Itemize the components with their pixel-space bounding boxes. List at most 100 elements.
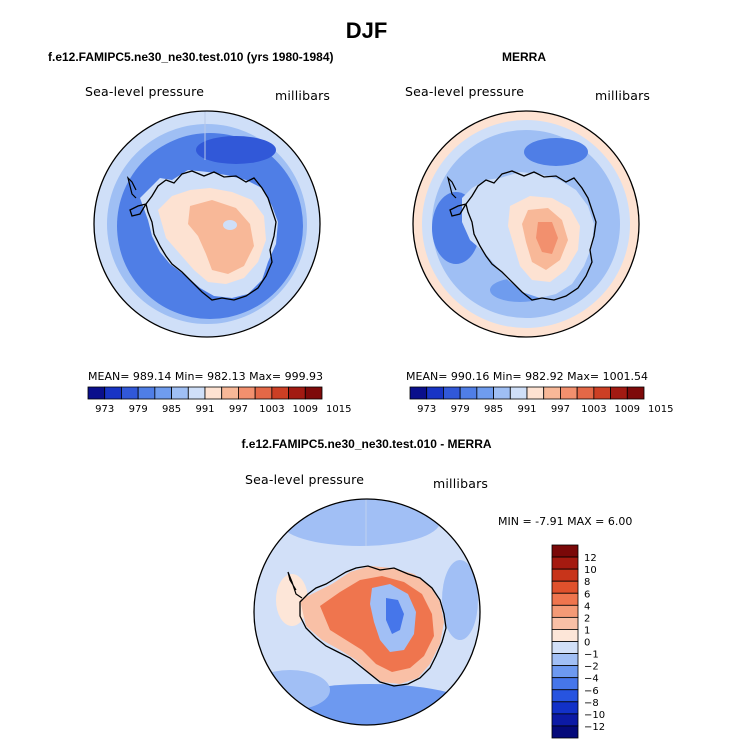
antarctica-low-spot	[223, 220, 237, 230]
antarctica-coastline	[299, 565, 447, 687]
colorbar-box	[551, 677, 579, 691]
colorbar-box	[576, 386, 595, 400]
colorbar-box	[493, 386, 511, 400]
antarctica-coastline	[449, 170, 597, 301]
colorbar-box	[551, 713, 579, 727]
map-merra	[412, 110, 640, 338]
colorbar-tick-label: −8	[584, 698, 599, 709]
colorbar-box	[171, 386, 189, 400]
colorbar-tick-label: 973	[417, 404, 436, 415]
panel-merra-left-label: Sea-level pressure	[405, 84, 525, 99]
colorbar-tick-label: 1003	[259, 404, 284, 415]
colorbar-tick-label: 6	[584, 589, 590, 600]
colorbar-tick-label: 2	[584, 613, 590, 624]
colorbar-tick-label: −1	[584, 650, 599, 661]
panel-merra-title: MERRA	[502, 50, 546, 64]
antarctica-high-core	[188, 200, 254, 274]
colorbar-tick-label: 12	[584, 553, 597, 564]
colorbar-box	[187, 386, 206, 400]
antarctica-coastline	[129, 170, 277, 301]
colorbar-tick-label: 1009	[615, 404, 640, 415]
map-border	[93, 110, 321, 338]
colorbar-model: 973 979 985 991 997 1003 1009 1015	[87, 386, 351, 415]
colorbar-box	[551, 689, 579, 703]
colorbar-box	[409, 386, 428, 400]
colorbar-box	[204, 386, 223, 400]
colorbar-tick-label: 1	[584, 625, 590, 636]
antarctic-peninsula	[126, 176, 137, 199]
colorbar-tick-label: 1015	[648, 404, 673, 415]
colorbar-tick-label: 985	[162, 404, 181, 415]
colorbar-tick-label: 4	[584, 601, 590, 612]
colorbar-box	[137, 386, 156, 400]
ocean-low-ne	[524, 138, 588, 166]
colorbar-box	[121, 386, 139, 400]
panel-merra-units-label: millibars	[595, 88, 651, 103]
ocean-negative-n	[280, 499, 440, 546]
colorbar-box	[593, 386, 611, 400]
colorbar-box	[551, 629, 579, 642]
colorbar-box	[560, 386, 578, 400]
colorbar-box	[551, 568, 579, 582]
panel-model-stats: MEAN= 989.14 Min= 982.13 Max= 999.93	[88, 370, 324, 383]
colorbar-box	[87, 386, 106, 400]
panel-model-units-label: millibars	[275, 88, 331, 103]
colorbar-box	[509, 386, 528, 400]
colorbar-tick-label: −10	[584, 710, 605, 721]
colorbar-box	[304, 386, 323, 400]
colorbar-tick-label: 1003	[581, 404, 606, 415]
antarctica-high-core	[536, 222, 558, 254]
colorbar-tick-label: 0	[584, 638, 590, 649]
colorbar-box	[551, 580, 579, 594]
colorbar-box	[551, 665, 579, 679]
colorbar-tick-label: 991	[517, 404, 536, 415]
panel-diff-units-label: millibars	[433, 476, 489, 491]
colorbar-tick-label: 979	[129, 404, 148, 415]
colorbar-box	[551, 701, 579, 715]
map-border	[412, 110, 640, 338]
colorbar-box	[551, 556, 579, 570]
colorbar-tick-label: 985	[484, 404, 503, 415]
colorbar-box	[254, 386, 273, 400]
colorbar-tick-label: −2	[584, 662, 599, 673]
panel-diff-stats: MIN = -7.91 MAX = 6.00	[498, 515, 633, 528]
colorbar-tick-label: 8	[584, 577, 590, 588]
ocean-low-core	[196, 136, 276, 164]
colorbar-tick-label: 997	[551, 404, 570, 415]
colorbar-tick-label: −6	[584, 686, 599, 697]
colorbar-tick-label: 991	[195, 404, 214, 415]
panel-diff-title: f.e12.FAMIPC5.ne30_ne30.test.010 - MERRA	[241, 437, 492, 451]
colorbar-tick-label: 997	[229, 404, 248, 415]
colorbar-merra: 973 979 985 991 997 1003 1009 1015	[409, 386, 673, 415]
panel-model-title: f.e12.FAMIPC5.ne30_ne30.test.010 (yrs 19…	[48, 50, 334, 64]
colorbar-box	[154, 386, 172, 400]
colorbar-box	[459, 386, 478, 400]
panel-merra-stats: MEAN= 990.16 Min= 982.92 Max= 1001.54	[406, 370, 649, 383]
colorbar-tick-label: −12	[584, 722, 605, 733]
colorbar-tick-label: 973	[95, 404, 114, 415]
colorbar-box	[626, 386, 645, 400]
colorbar-box	[476, 386, 494, 400]
colorbar-box	[288, 386, 306, 400]
colorbar-box	[551, 616, 579, 630]
antarctic-peninsula	[446, 176, 457, 199]
colorbar-tick-label: 10	[584, 565, 597, 576]
antarctic-peninsula	[287, 571, 303, 599]
colorbar-box	[104, 386, 122, 400]
ocean-negative-sw	[254, 670, 330, 710]
colorbar-box	[221, 386, 239, 400]
colorbar-box	[610, 386, 628, 400]
antarctica-negative-core	[386, 598, 404, 634]
colorbar-box	[238, 386, 256, 400]
ocean-negative-e	[442, 560, 478, 640]
colorbar-tick-label: 979	[451, 404, 470, 415]
map-difference	[253, 498, 481, 726]
colorbar-box	[443, 386, 461, 400]
colorbar-box	[551, 592, 579, 606]
colorbar-box	[551, 604, 579, 618]
colorbar-box	[551, 544, 579, 558]
panel-model-left-label: Sea-level pressure	[85, 84, 205, 99]
colorbar-box	[543, 386, 561, 400]
